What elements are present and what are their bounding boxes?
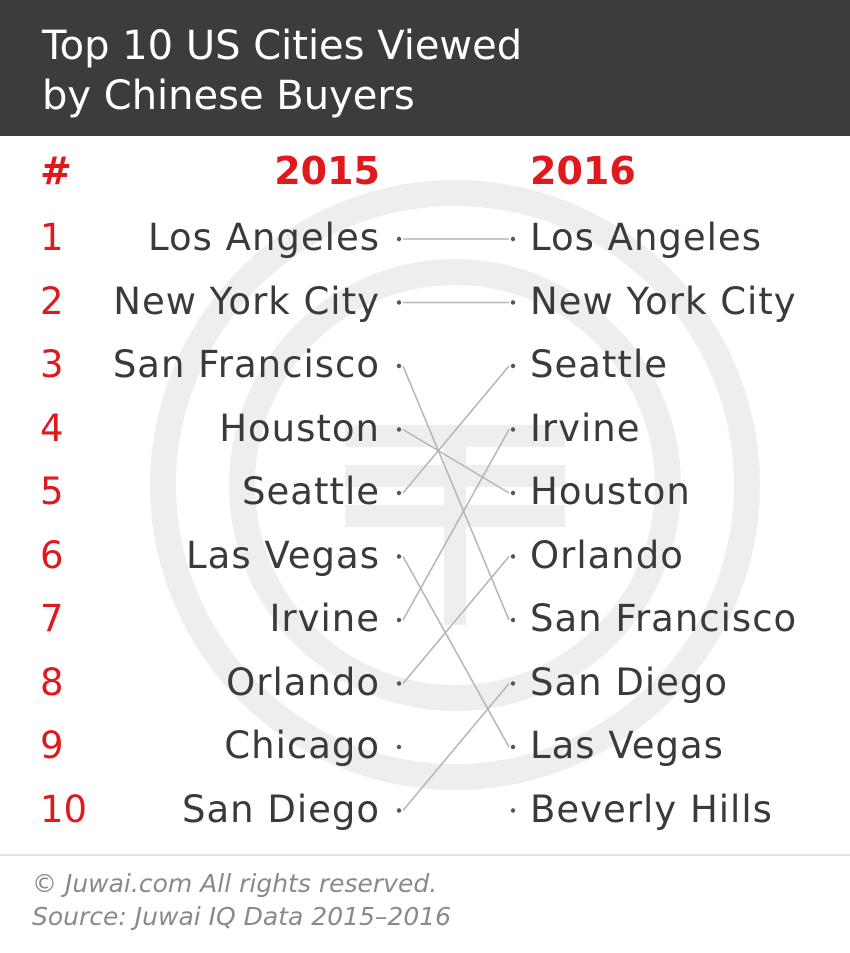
rank-point xyxy=(510,617,516,623)
rank-point xyxy=(396,808,402,813)
rank-point xyxy=(510,236,516,242)
column-header-2016: 2016 xyxy=(530,149,636,193)
rank-point xyxy=(396,363,402,369)
rank-label: 10 xyxy=(40,787,88,831)
chart-title-line-1: Top 10 US Cities Viewed xyxy=(42,23,523,69)
slope-line xyxy=(402,429,510,621)
city-2016-label: Orlando xyxy=(530,533,684,577)
rank-label: 3 xyxy=(40,343,64,386)
slope-line xyxy=(402,365,510,621)
city-2015-label: Orlando xyxy=(226,660,380,704)
city-2016-label: Beverly Hills xyxy=(530,787,773,831)
rank-label: 7 xyxy=(40,597,64,640)
slope-line xyxy=(402,555,510,685)
city-2015-label: Seattle xyxy=(242,470,380,513)
column-header-2015: 2015 xyxy=(274,149,380,193)
city-2016-label: Seattle xyxy=(530,343,668,386)
rank-point xyxy=(396,554,402,559)
rank-point xyxy=(396,617,402,623)
city-2016-label: Los Angeles xyxy=(530,216,762,259)
rank-label: 5 xyxy=(40,470,64,513)
city-2015-label: Houston xyxy=(219,406,380,450)
rank-point xyxy=(510,363,516,369)
rank-point xyxy=(396,427,402,432)
city-2015-label: San Francisco xyxy=(112,343,380,386)
rank-point xyxy=(510,808,516,813)
rank-point xyxy=(510,427,516,432)
rank-point xyxy=(510,490,516,496)
slope-line xyxy=(402,428,510,494)
city-2015-label: Irvine xyxy=(269,597,380,640)
city-2015-label: Los Angeles xyxy=(148,216,380,259)
city-2016-label: Houston xyxy=(530,470,691,513)
rank-label: 2 xyxy=(40,279,64,323)
city-2015-label: New York City xyxy=(113,279,380,323)
city-2016-label: Irvine xyxy=(530,406,641,450)
city-2015-label: San Diego xyxy=(181,787,380,831)
city-2016-label: New York City xyxy=(530,279,797,323)
title-banner: Top 10 US Cities Viewed by Chinese Buyer… xyxy=(0,0,850,136)
rank-point xyxy=(396,681,402,686)
rank-point xyxy=(510,681,516,686)
rank-label: 8 xyxy=(40,660,64,704)
city-2016-label: Las Vegas xyxy=(530,724,724,767)
city-2015-label: Las Vegas xyxy=(186,533,380,577)
rank-column-header: # xyxy=(40,149,72,193)
footer-divider xyxy=(0,854,850,856)
rank-point xyxy=(396,236,402,242)
rank-point xyxy=(396,300,402,305)
rank-label: 9 xyxy=(40,724,64,767)
slope-line xyxy=(402,365,510,494)
slope-line xyxy=(402,556,510,748)
city-2015-label: Chicago xyxy=(224,724,380,767)
rank-point xyxy=(396,744,402,750)
rank-label: 1 xyxy=(40,216,64,259)
rank-point xyxy=(510,554,516,559)
rank-point xyxy=(510,300,516,305)
city-2016-label: San Diego xyxy=(530,660,729,704)
city-2016-label: San Francisco xyxy=(530,597,798,640)
rank-label: 6 xyxy=(40,533,64,577)
rank-label: 4 xyxy=(40,406,64,450)
source-note: Source: Juwai IQ Data 2015–2016 xyxy=(32,902,452,931)
rank-point xyxy=(396,490,402,496)
copyright-note: © Juwai.com All rights reserved. xyxy=(32,869,438,898)
chart-title-line-2: by Chinese Buyers xyxy=(42,73,415,119)
rank-point xyxy=(510,744,516,750)
slope-line xyxy=(402,682,510,812)
